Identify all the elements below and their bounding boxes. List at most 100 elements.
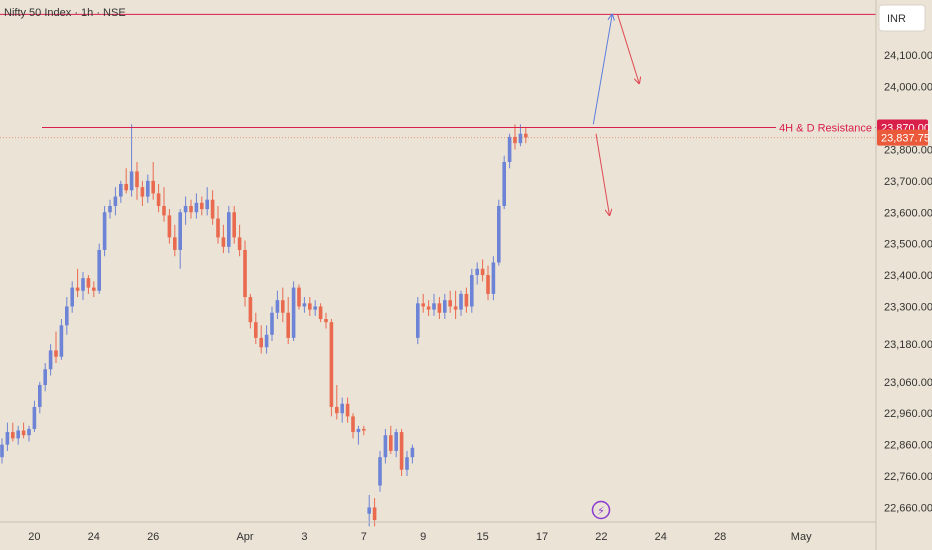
candle[interactable] (302, 297, 307, 313)
candle[interactable] (291, 281, 296, 342)
time-axis[interactable]: 20 24 26 Apr 3 7 9 15 17 22 24 28 May (28, 531, 812, 543)
candle[interactable] (248, 293, 253, 329)
price-axis[interactable]: 24,100.00 24,000.00 23,800.00 23,700.00 23,6… (884, 50, 932, 514)
candle[interactable] (75, 268, 80, 298)
candle[interactable] (32, 400, 37, 433)
candle[interactable] (486, 265, 490, 301)
candle[interactable] (146, 174, 150, 203)
candle[interactable] (421, 293, 425, 313)
candle[interactable] (313, 300, 317, 316)
candle[interactable] (448, 290, 452, 313)
candle[interactable] (464, 287, 469, 313)
candle[interactable] (459, 290, 463, 316)
currency-button-frame[interactable] (878, 4, 926, 32)
candle[interactable] (416, 297, 420, 345)
candle[interactable] (54, 331, 58, 363)
candle[interactable] (297, 284, 301, 310)
candle[interactable] (221, 224, 226, 254)
candle[interactable] (270, 306, 274, 342)
candle[interactable] (140, 180, 145, 206)
candle[interactable] (162, 187, 166, 222)
candle[interactable] (65, 297, 69, 335)
candle[interactable] (394, 428, 398, 458)
candle[interactable] (43, 362, 47, 392)
candle[interactable] (432, 293, 436, 316)
candle[interactable] (308, 297, 312, 316)
candle[interactable] (507, 133, 512, 169)
candle[interactable] (216, 205, 220, 244)
candle[interactable] (237, 224, 242, 257)
candle[interactable] (340, 397, 344, 423)
candle[interactable] (59, 319, 64, 360)
event-marker[interactable]: ⚡ (591, 500, 611, 520)
candle[interactable] (205, 187, 209, 216)
candle[interactable] (129, 124, 134, 197)
candle[interactable] (480, 259, 485, 282)
candle[interactable] (254, 312, 258, 345)
candle[interactable] (48, 344, 53, 376)
candle[interactable] (264, 325, 269, 354)
candle[interactable] (0, 438, 4, 464)
candle[interactable] (275, 290, 280, 320)
candle[interactable] (70, 281, 74, 313)
candle[interactable] (491, 256, 496, 301)
candle[interactable] (513, 124, 517, 150)
candle[interactable] (135, 162, 139, 200)
candle[interactable] (426, 300, 431, 316)
candle[interactable] (329, 319, 334, 417)
candle[interactable] (151, 162, 155, 200)
candle[interactable] (86, 275, 91, 294)
candle[interactable] (119, 180, 123, 203)
candle[interactable] (11, 422, 15, 442)
candle[interactable] (318, 303, 323, 323)
candle[interactable] (518, 124, 523, 147)
candle[interactable] (383, 428, 388, 464)
candle[interactable] (200, 196, 204, 216)
candle[interactable] (405, 450, 409, 477)
candle[interactable] (210, 190, 215, 225)
candle[interactable] (27, 425, 31, 442)
event-marker-ring[interactable] (591, 500, 611, 520)
candle[interactable] (437, 297, 442, 320)
candle[interactable] (232, 205, 236, 244)
candle[interactable] (178, 209, 182, 269)
candle[interactable] (227, 205, 231, 254)
candle[interactable] (259, 325, 263, 354)
candle[interactable] (183, 196, 188, 225)
candle[interactable] (124, 168, 128, 194)
candle[interactable] (194, 193, 199, 219)
candle[interactable] (389, 425, 393, 455)
candle[interactable] (453, 290, 458, 320)
candle[interactable] (92, 281, 96, 298)
candle[interactable] (524, 127, 528, 144)
candle[interactable] (156, 183, 161, 213)
candle[interactable] (356, 425, 361, 445)
candle[interactable] (502, 155, 506, 210)
candle[interactable] (108, 199, 112, 219)
candle[interactable] (102, 205, 107, 257)
plot-area[interactable] (0, 124, 528, 527)
candle[interactable] (243, 240, 247, 307)
candle[interactable] (399, 428, 404, 477)
candle[interactable] (5, 422, 10, 451)
candle[interactable] (113, 187, 118, 216)
candle[interactable] (16, 425, 20, 445)
currency-button-label[interactable]: INR (887, 13, 906, 25)
currency-button[interactable]: INR (878, 4, 926, 32)
candle[interactable] (410, 444, 415, 464)
candle[interactable] (97, 243, 101, 294)
candle[interactable] (189, 199, 193, 219)
candle[interactable] (475, 262, 479, 285)
candle[interactable] (281, 287, 285, 323)
candle[interactable] (335, 384, 339, 420)
candle[interactable] (497, 199, 501, 266)
candle[interactable] (443, 293, 447, 320)
candle[interactable] (38, 381, 42, 414)
candle[interactable] (345, 397, 350, 423)
candle[interactable] (324, 312, 328, 329)
candle[interactable] (167, 209, 172, 244)
candle[interactable] (351, 413, 355, 439)
candle[interactable] (362, 425, 366, 436)
candle[interactable] (21, 422, 26, 439)
